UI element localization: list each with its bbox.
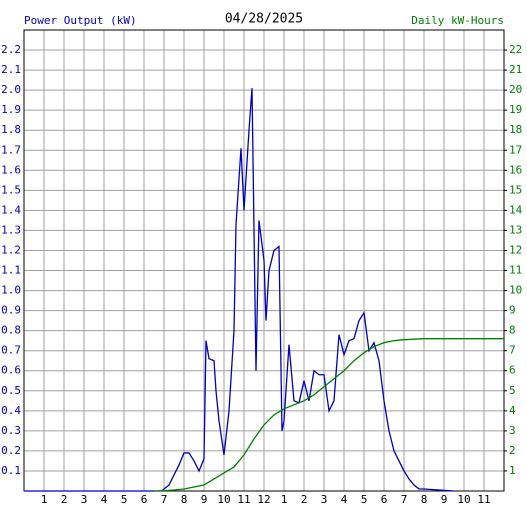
x-tick-label: 1 xyxy=(41,493,48,506)
x-tick-label: 6 xyxy=(381,493,388,506)
y2-tick-label: 3 xyxy=(509,424,516,437)
x-tick-label: 7 xyxy=(401,493,408,506)
y-tick-label: 1.9 xyxy=(1,103,21,116)
chart-title: 04/28/2025 xyxy=(225,12,303,27)
y2-tick-label: 12 xyxy=(509,243,522,256)
y-tick-label: 0.6 xyxy=(1,364,21,377)
x-tick-label: 5 xyxy=(121,493,128,506)
x-tick-label: 8 xyxy=(181,493,188,506)
y-tick-label: 0.9 xyxy=(1,304,21,317)
y-tick-label: 1.5 xyxy=(1,183,21,196)
y2-tick-label: 17 xyxy=(509,143,522,156)
x-tick-label: 2 xyxy=(61,493,68,506)
y-tick-label: 1.3 xyxy=(1,223,21,236)
y-tick-label: 2.0 xyxy=(1,83,21,96)
series-line xyxy=(24,88,455,492)
y-tick-label: 1.2 xyxy=(1,243,21,256)
y2-tick-label: 9 xyxy=(509,304,516,317)
y2-tick-label: 6 xyxy=(509,364,516,377)
y2-tick-label: 1 xyxy=(509,464,516,477)
y2-tick-label: 22 xyxy=(509,43,522,56)
y-tick-label: 0.3 xyxy=(1,424,21,437)
y-tick-label: 0.4 xyxy=(1,404,21,417)
x-tick-label: 9 xyxy=(201,493,208,506)
y-tick-label: 2.1 xyxy=(1,63,21,76)
x-tick-label: 9 xyxy=(441,493,448,506)
x-tick-label: 4 xyxy=(101,493,108,506)
y2-tick-label: 2 xyxy=(509,444,516,457)
y-tick-label: 0.2 xyxy=(1,444,21,457)
y2-tick-label: 14 xyxy=(509,203,523,216)
y2-tick-label: 11 xyxy=(509,264,522,277)
y2-tick-label: 21 xyxy=(509,63,522,76)
x-tick-label: 7 xyxy=(161,493,168,506)
x-tick-label: 11 xyxy=(237,493,250,506)
x-tick-label: 10 xyxy=(457,493,470,506)
x-tick-label: 3 xyxy=(321,493,328,506)
y-tick-label: 1.4 xyxy=(1,203,21,216)
x-tick-label: 10 xyxy=(217,493,230,506)
x-tick-label: 6 xyxy=(141,493,148,506)
y2-tick-label: 7 xyxy=(509,344,516,357)
x-tick-label: 3 xyxy=(81,493,88,506)
x-tick-label: 2 xyxy=(301,493,308,506)
series-line xyxy=(153,338,504,492)
y-tick-label: 0.5 xyxy=(1,384,21,397)
y-tick-label: 2.2 xyxy=(1,43,21,56)
x-tick-label: 1 xyxy=(281,493,288,506)
y-tick-label: 1.1 xyxy=(1,264,21,277)
x-tick-label: 4 xyxy=(341,493,348,506)
y-tick-label: 0.8 xyxy=(1,324,21,337)
y2-tick-label: 20 xyxy=(509,83,522,96)
y2-tick-label: 13 xyxy=(509,223,522,236)
x-tick-label: 11 xyxy=(477,493,490,506)
y2-tick-label: 16 xyxy=(509,163,522,176)
y-tick-label: 1.7 xyxy=(1,143,21,156)
x-tick-label: 12 xyxy=(257,493,270,506)
y2-tick-label: 5 xyxy=(509,384,516,397)
y-tick-label: 0.7 xyxy=(1,344,21,357)
y2-tick-label: 18 xyxy=(509,123,522,136)
x-tick-label: 8 xyxy=(421,493,428,506)
y2-tick-label: 4 xyxy=(509,404,516,417)
y-tick-label: 1.0 xyxy=(1,284,21,297)
y-tick-label: 0.1 xyxy=(1,464,21,477)
y-axis-label: Power Output (kW) xyxy=(24,14,137,27)
y2-tick-label: 8 xyxy=(509,324,516,337)
y2-axis-label: Daily kW-Hours xyxy=(411,14,504,27)
y2-tick-label: 15 xyxy=(509,183,522,196)
y2-tick-label: 10 xyxy=(509,284,522,297)
x-tick-label: 5 xyxy=(361,493,368,506)
y-tick-label: 1.8 xyxy=(1,123,21,136)
plot-frame xyxy=(23,29,505,492)
y2-tick-label: 19 xyxy=(509,103,522,116)
y-tick-label: 1.6 xyxy=(1,163,21,176)
